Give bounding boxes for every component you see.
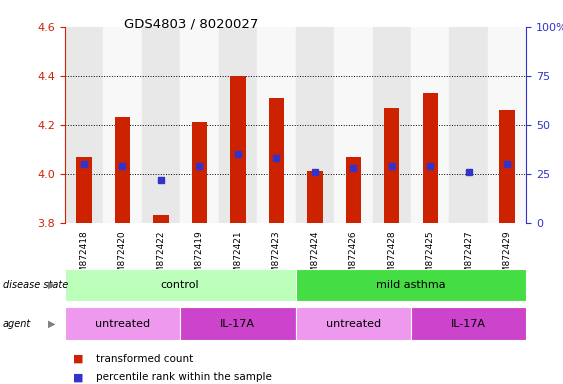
- Bar: [230, 76, 245, 223]
- Bar: [65, 269, 296, 301]
- Bar: [411, 27, 449, 223]
- Text: transformed count: transformed count: [96, 354, 193, 364]
- Bar: [423, 93, 438, 223]
- Bar: [296, 307, 411, 340]
- Bar: [180, 27, 218, 223]
- Text: ■: ■: [73, 372, 84, 382]
- Bar: [103, 27, 142, 223]
- Text: untreated: untreated: [95, 318, 150, 329]
- Bar: [65, 27, 103, 223]
- Text: agent: agent: [3, 318, 31, 329]
- Bar: [115, 118, 130, 223]
- Bar: [65, 307, 180, 340]
- Text: IL-17A: IL-17A: [451, 318, 486, 329]
- Text: GDS4803 / 8020027: GDS4803 / 8020027: [124, 17, 258, 30]
- Bar: [373, 27, 411, 223]
- Bar: [488, 27, 526, 223]
- Bar: [191, 122, 207, 223]
- Text: ▶: ▶: [48, 318, 55, 329]
- Bar: [296, 269, 526, 301]
- Bar: [257, 27, 296, 223]
- Bar: [77, 157, 92, 223]
- Bar: [449, 27, 488, 223]
- Text: percentile rank within the sample: percentile rank within the sample: [96, 372, 271, 382]
- Bar: [296, 27, 334, 223]
- Bar: [153, 215, 169, 223]
- Bar: [499, 110, 515, 223]
- Bar: [411, 307, 526, 340]
- Text: control: control: [161, 280, 199, 290]
- Text: ▶: ▶: [48, 280, 55, 290]
- Text: disease state: disease state: [3, 280, 68, 290]
- Text: IL-17A: IL-17A: [220, 318, 256, 329]
- Text: mild asthma: mild asthma: [376, 280, 446, 290]
- Bar: [180, 307, 296, 340]
- Text: untreated: untreated: [326, 318, 381, 329]
- Bar: [142, 27, 180, 223]
- Bar: [346, 157, 361, 223]
- Bar: [384, 108, 400, 223]
- Bar: [218, 27, 257, 223]
- Bar: [307, 171, 323, 223]
- Text: ■: ■: [73, 354, 84, 364]
- Bar: [269, 98, 284, 223]
- Bar: [334, 27, 373, 223]
